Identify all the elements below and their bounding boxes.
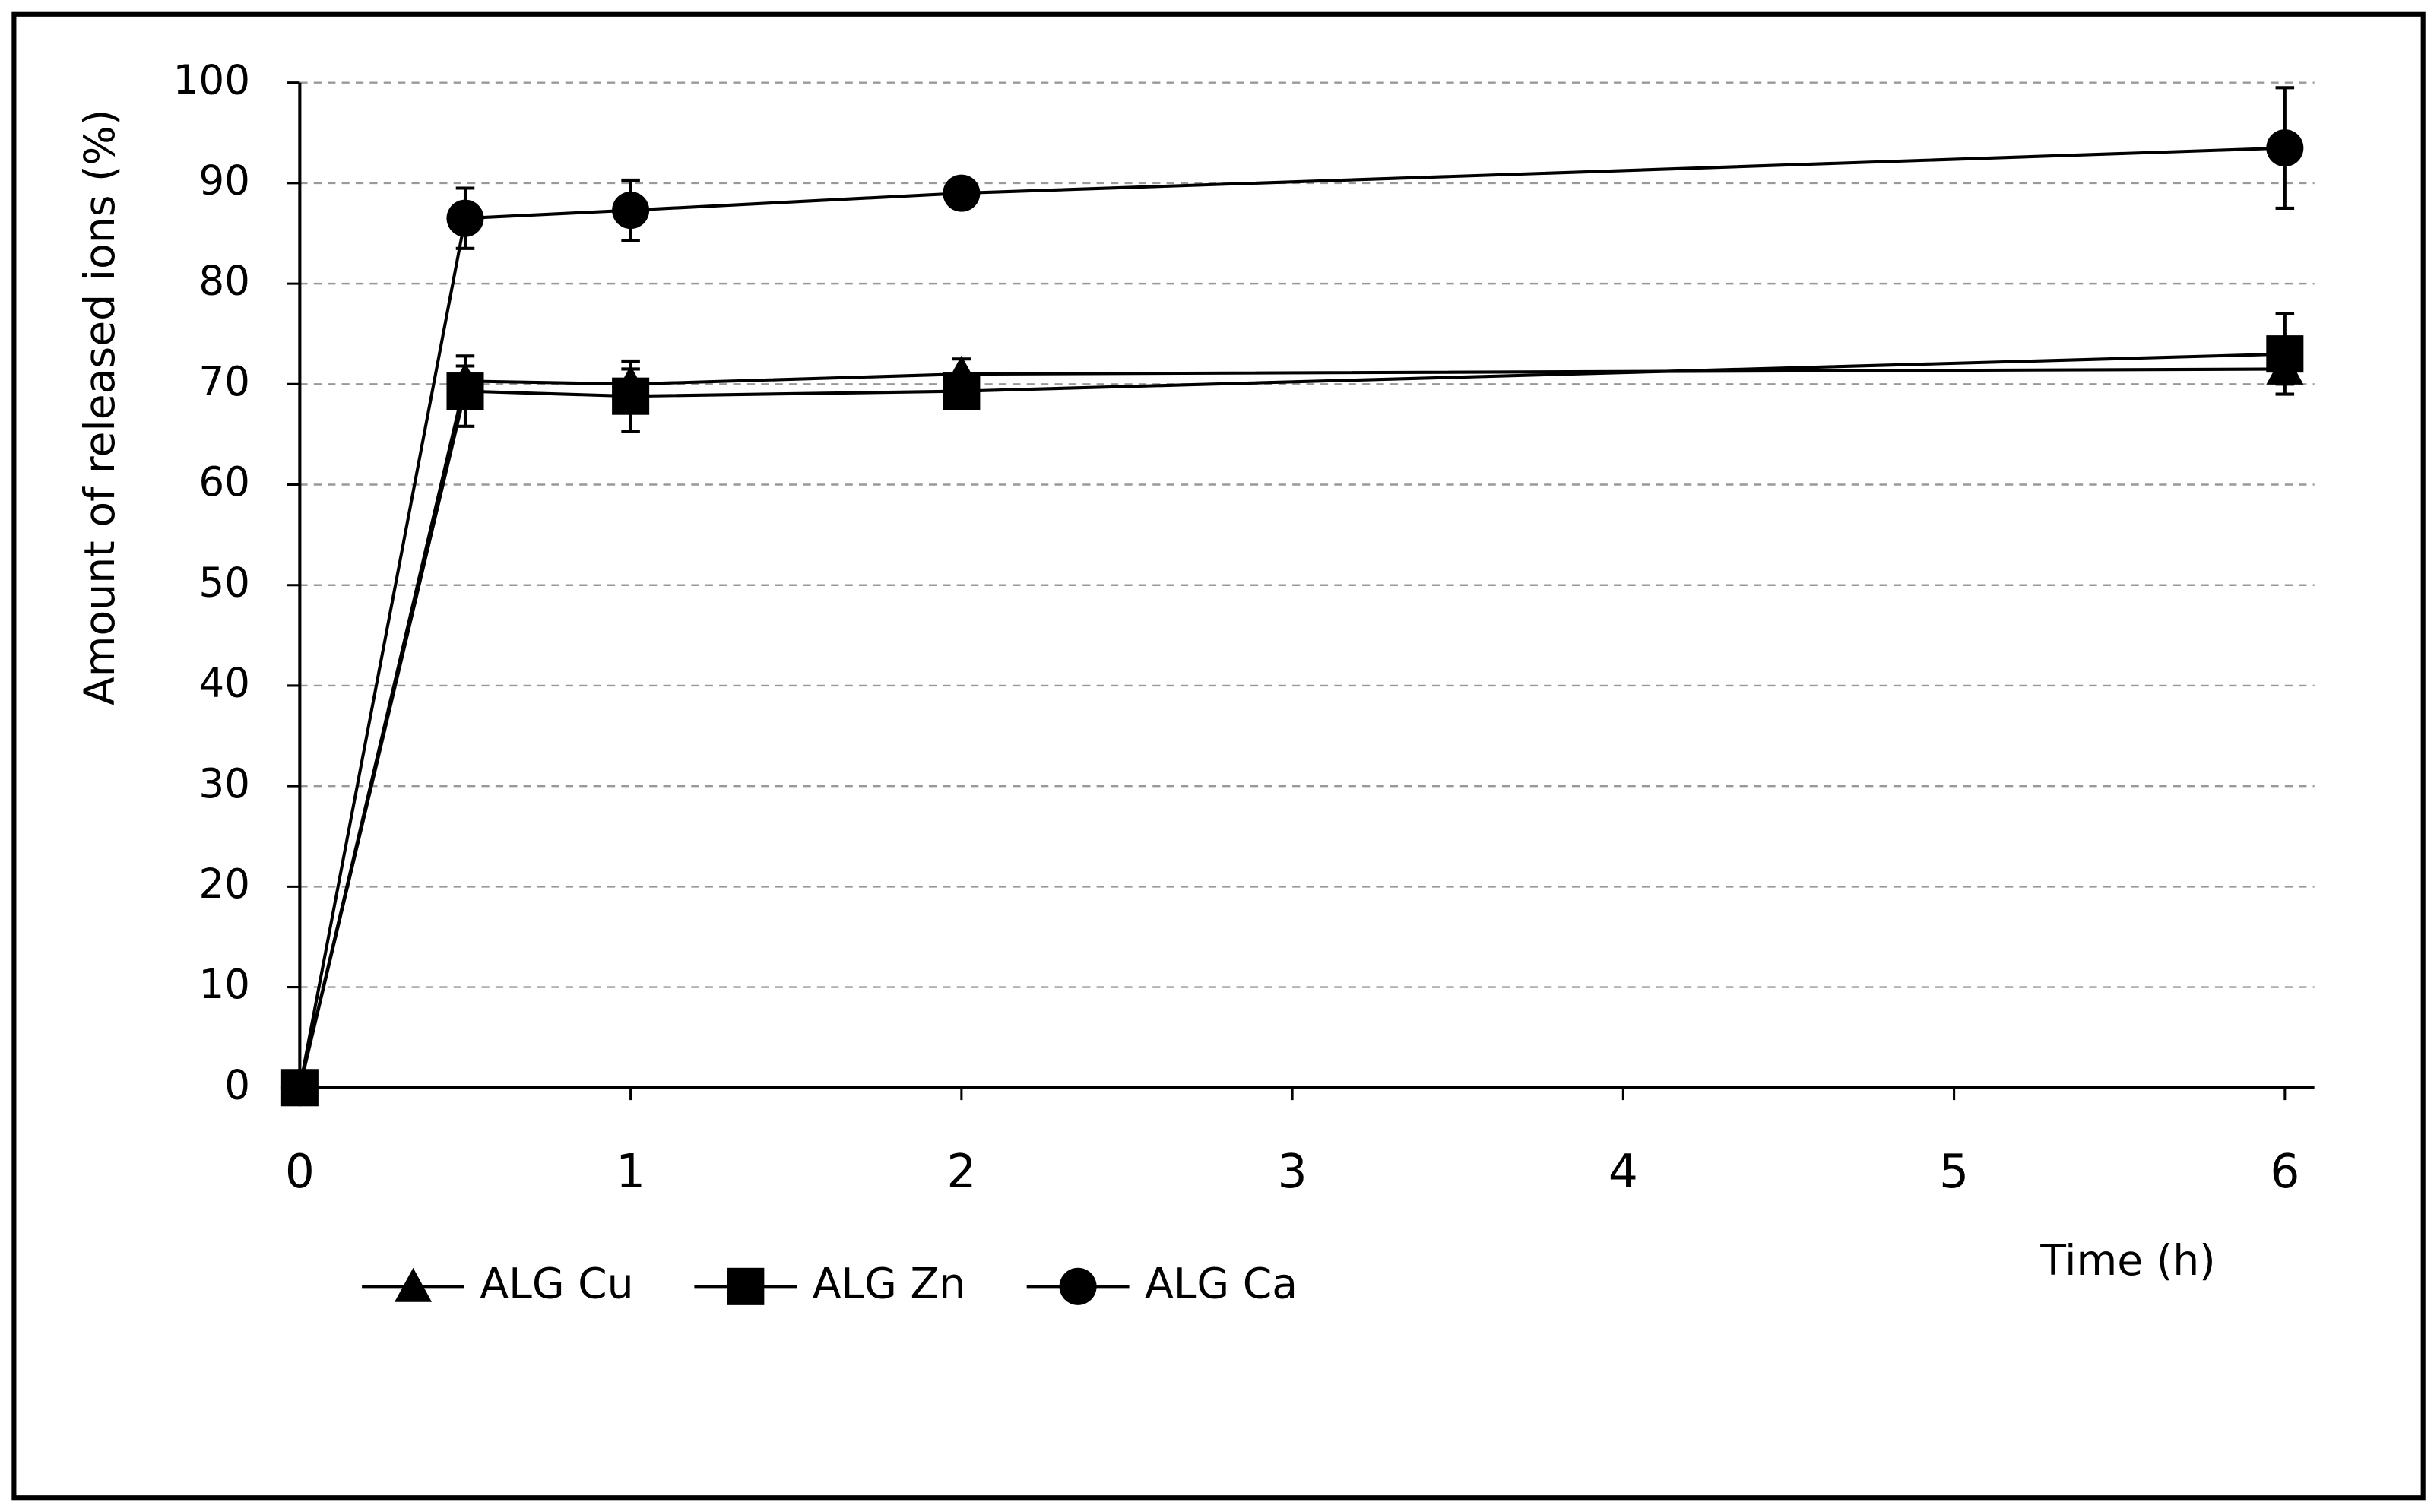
x-tick-label: 5 [1939, 1145, 1969, 1199]
y-tick-label: 50 [198, 559, 250, 606]
legend-label: ALG Ca [1145, 1260, 1298, 1308]
y-tick-label: 10 [198, 961, 250, 1008]
frame [11, 11, 2426, 1501]
legend-label: ALG Zn [813, 1260, 965, 1308]
y-axis-label: Amount of released ions (%) [76, 109, 125, 705]
y-tick-label: 90 [198, 157, 250, 204]
marker [943, 372, 981, 410]
y-tick-label: 40 [198, 660, 250, 707]
y-tick-label: 100 [173, 56, 250, 103]
x-tick-label: 0 [285, 1145, 315, 1199]
x-tick-label: 4 [1608, 1145, 1638, 1199]
x-tick-label: 1 [616, 1145, 645, 1199]
x-tick-label: 2 [946, 1145, 976, 1199]
x-axis-label: Time (h) [2039, 1237, 2216, 1285]
marker [612, 377, 650, 415]
legend-marker [1059, 1267, 1097, 1305]
x-tick-label: 6 [2270, 1145, 2299, 1199]
y-tick-label: 30 [198, 760, 250, 807]
y-tick-label: 60 [198, 458, 250, 506]
marker [446, 199, 484, 237]
marker [2266, 335, 2304, 373]
marker [612, 192, 650, 230]
marker [2266, 129, 2304, 167]
y-tick-label: 0 [224, 1061, 250, 1108]
x-tick-label: 3 [1278, 1145, 1307, 1199]
legend-label: ALG Cu [480, 1260, 633, 1308]
y-tick-label: 70 [198, 358, 250, 405]
legend-marker [727, 1267, 765, 1305]
marker [446, 372, 484, 410]
y-tick-label: 80 [198, 258, 250, 305]
legend-marker [395, 1267, 433, 1302]
marker [943, 174, 981, 212]
marker [280, 1069, 319, 1107]
y-tick-label: 20 [198, 861, 250, 908]
